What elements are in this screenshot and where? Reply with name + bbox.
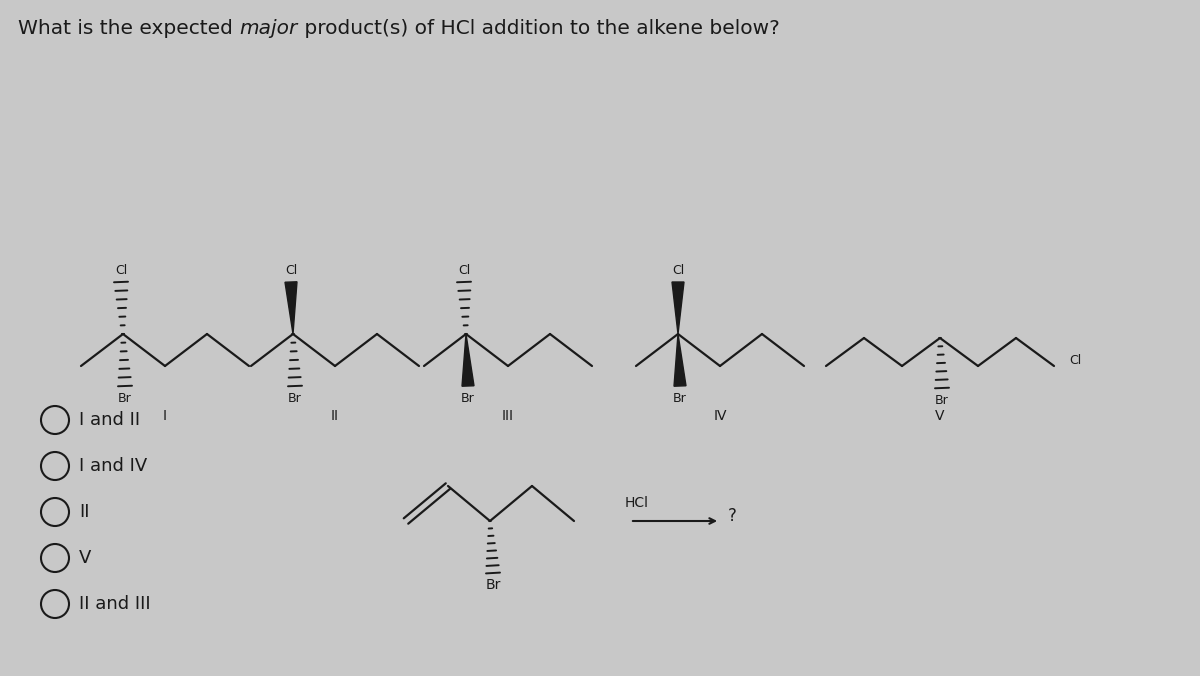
Text: Br: Br bbox=[288, 391, 302, 404]
Text: Cl: Cl bbox=[458, 264, 470, 276]
Text: III: III bbox=[502, 409, 514, 423]
Text: Cl: Cl bbox=[1069, 354, 1081, 368]
Text: II and III: II and III bbox=[79, 595, 151, 613]
Text: ?: ? bbox=[727, 507, 737, 525]
Text: II: II bbox=[331, 409, 340, 423]
Text: I and II: I and II bbox=[79, 411, 140, 429]
Text: I: I bbox=[163, 409, 167, 423]
Text: product(s) of HCl addition to the alkene below?: product(s) of HCl addition to the alkene… bbox=[298, 18, 779, 37]
Text: IV: IV bbox=[713, 409, 727, 423]
Polygon shape bbox=[462, 334, 474, 386]
Text: major: major bbox=[239, 18, 298, 37]
Polygon shape bbox=[674, 334, 686, 386]
Text: I and IV: I and IV bbox=[79, 457, 148, 475]
Text: II: II bbox=[79, 503, 90, 521]
Polygon shape bbox=[672, 282, 684, 334]
Text: V: V bbox=[79, 549, 91, 567]
Text: What is the expected: What is the expected bbox=[18, 18, 239, 37]
Text: Br: Br bbox=[461, 391, 475, 404]
Text: HCl: HCl bbox=[625, 496, 649, 510]
Text: Br: Br bbox=[485, 578, 500, 592]
Text: Br: Br bbox=[935, 393, 949, 406]
Polygon shape bbox=[286, 282, 296, 334]
Text: Cl: Cl bbox=[115, 264, 127, 276]
Text: Br: Br bbox=[118, 391, 132, 404]
Text: Br: Br bbox=[673, 391, 686, 404]
Text: V: V bbox=[935, 409, 944, 423]
Text: Cl: Cl bbox=[672, 264, 684, 276]
Text: Cl: Cl bbox=[284, 264, 298, 276]
